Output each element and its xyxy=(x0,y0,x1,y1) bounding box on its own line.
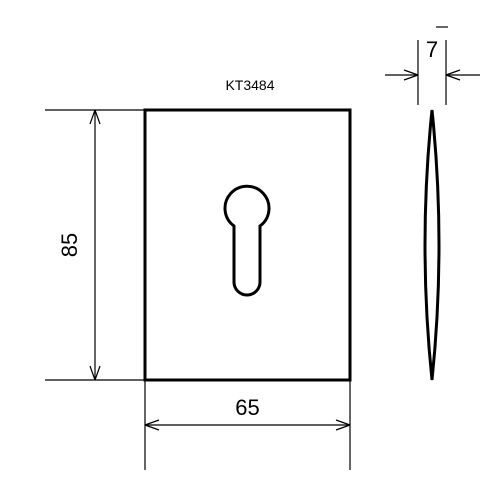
dimension-width-value: 65 xyxy=(235,395,259,420)
dimension-thickness-value: 7 xyxy=(426,37,438,62)
dimension-height-value: 85 xyxy=(57,233,82,257)
keyhole-cutout xyxy=(225,186,269,295)
technical-drawing: 85 65 7 KT3484 xyxy=(0,0,500,500)
part-number-label: KT3484 xyxy=(225,77,274,93)
dimension-width xyxy=(145,380,350,470)
escutcheon-plate-front xyxy=(145,110,350,380)
escutcheon-plate-side xyxy=(425,110,439,380)
